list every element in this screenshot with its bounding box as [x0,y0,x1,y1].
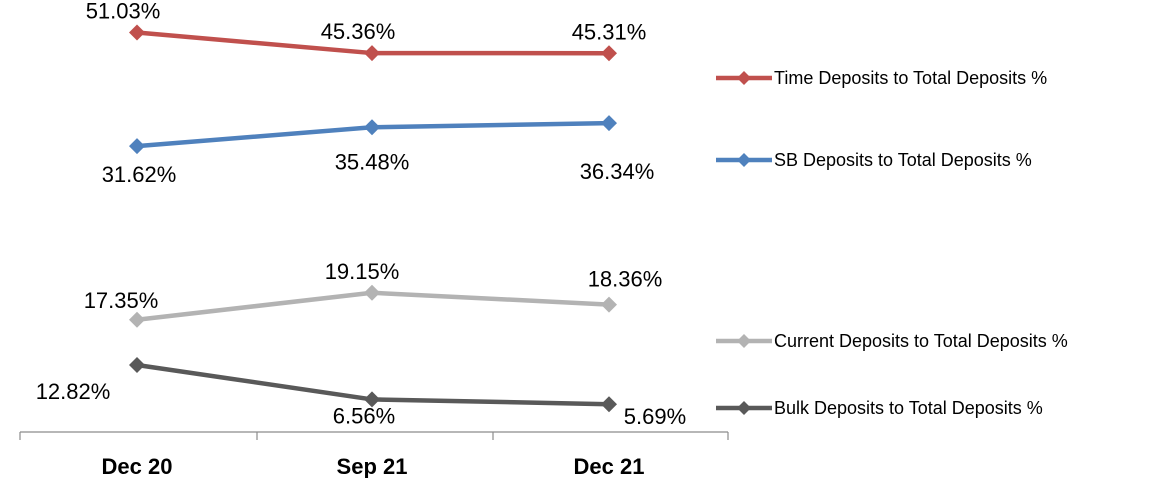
legend-label: SB Deposits to Total Deposits % [774,150,1032,170]
data-label-time-deposits-to-total-deposits-pct-sep-21: 45.36% [321,19,396,44]
data-point-current-deposits-to-total-deposits-pct-dec-21 [601,296,617,313]
legend-label: Time Deposits to Total Deposits % [774,68,1047,88]
legend-label: Current Deposits to Total Deposits % [774,331,1068,351]
legend-marker-icon [737,334,751,348]
legend-item-bulk-deposits-to-total-deposits-pct: Bulk Deposits to Total Deposits % [716,398,1043,418]
series-sb-deposits-to-total-deposits-pct: 31.62% 35.48% 36.34% [102,115,655,187]
data-label-current-deposits-to-total-deposits-pct-dec-20: 17.35% [84,288,159,313]
legend: Time Deposits to Total Deposits % SB Depo… [716,68,1068,418]
legend-marker-icon [737,153,751,167]
data-label-sb-deposits-to-total-deposits-pct-dec-21: 36.34% [580,159,655,184]
data-label-time-deposits-to-total-deposits-pct-dec-21: 45.31% [572,19,647,44]
data-point-bulk-deposits-to-total-deposits-pct-dec-21 [601,396,617,413]
data-label-bulk-deposits-to-total-deposits-pct-dec-20: 12.82% [36,379,111,404]
x-tick-label-dec-21: Dec 21 [574,454,645,478]
data-point-sb-deposits-to-total-deposits-pct-sep-21 [364,119,380,136]
series-time-deposits-to-total-deposits-pct: 51.03% 45.36% 45.31% [86,0,647,62]
data-point-time-deposits-to-total-deposits-pct-dec-21 [601,45,617,62]
x-tick-label-sep-21: Sep 21 [337,454,408,478]
series-current-deposits-to-total-deposits-pct: 17.35% 19.15% 18.36% [84,259,663,328]
data-point-time-deposits-to-total-deposits-pct-dec-20 [129,24,145,41]
series-bulk-deposits-to-total-deposits-pct: 12.82% 6.56% 5.69% [36,356,686,429]
data-point-bulk-deposits-to-total-deposits-pct-sep-21 [364,391,380,408]
plot-area: 51.03% 45.36% 45.31% 31.62% 35.48% 36.34% 17.3… [36,0,687,429]
legend-item-current-deposits-to-total-deposits-pct: Current Deposits to Total Deposits % [716,331,1068,351]
legend-label: Bulk Deposits to Total Deposits % [774,398,1043,418]
data-point-sb-deposits-to-total-deposits-pct-dec-21 [601,115,617,132]
legend-marker-icon [737,71,751,85]
data-label-sb-deposits-to-total-deposits-pct-dec-20: 31.62% [102,162,177,187]
data-point-current-deposits-to-total-deposits-pct-sep-21 [364,284,380,301]
data-point-time-deposits-to-total-deposits-pct-sep-21 [364,45,380,62]
data-label-current-deposits-to-total-deposits-pct-dec-21: 18.36% [588,267,663,292]
x-tick-label-dec-20: Dec 20 [102,454,173,478]
data-label-time-deposits-to-total-deposits-pct-dec-20: 51.03% [86,0,161,24]
data-point-bulk-deposits-to-total-deposits-pct-dec-20 [129,356,145,373]
x-axis: Dec 20 Sep 21 Dec 21 [19,431,729,478]
data-point-current-deposits-to-total-deposits-pct-dec-20 [129,311,145,328]
legend-item-time-deposits-to-total-deposits-pct: Time Deposits to Total Deposits % [716,68,1047,88]
data-label-bulk-deposits-to-total-deposits-pct-dec-21: 5.69% [624,404,686,429]
data-point-sb-deposits-to-total-deposits-pct-dec-20 [129,138,145,155]
data-label-sb-deposits-to-total-deposits-pct-sep-21: 35.48% [335,149,410,174]
legend-item-sb-deposits-to-total-deposits-pct: SB Deposits to Total Deposits % [716,150,1032,170]
legend-marker-icon [737,401,751,415]
data-label-current-deposits-to-total-deposits-pct-sep-21: 19.15% [325,259,400,284]
data-label-bulk-deposits-to-total-deposits-pct-sep-21: 6.56% [333,403,395,428]
